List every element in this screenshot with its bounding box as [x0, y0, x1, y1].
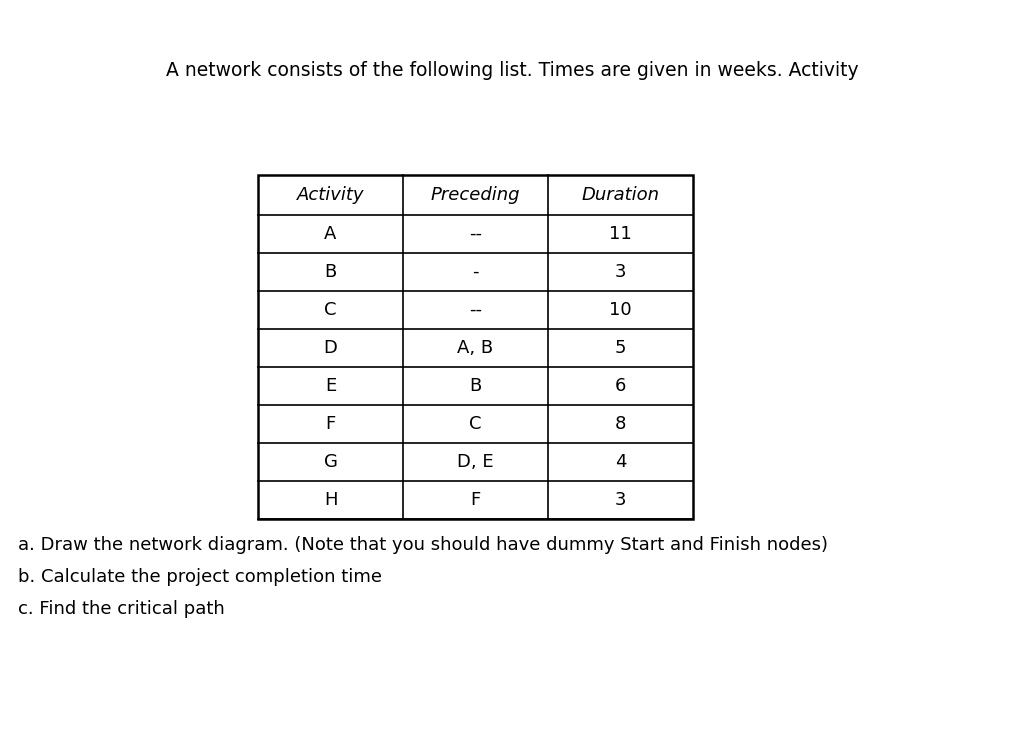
Text: F: F: [326, 415, 336, 433]
Text: A, B: A, B: [458, 339, 494, 357]
Text: A network consists of the following list. Times are given in weeks. Activity: A network consists of the following list…: [166, 61, 858, 80]
Text: F: F: [470, 491, 480, 509]
Text: 11: 11: [609, 225, 632, 243]
Text: A: A: [325, 225, 337, 243]
Text: E: E: [325, 377, 336, 395]
Text: 3: 3: [614, 263, 627, 281]
Text: 4: 4: [614, 453, 627, 471]
Text: G: G: [324, 453, 338, 471]
Text: B: B: [469, 377, 481, 395]
Text: a. Draw the network diagram. (Note that you should have dummy Start and Finish n: a. Draw the network diagram. (Note that …: [18, 536, 828, 554]
Text: --: --: [469, 301, 482, 319]
Text: Preceding: Preceding: [431, 186, 520, 204]
Text: c. Find the critical path: c. Find the critical path: [18, 600, 224, 618]
Bar: [258, 175, 693, 519]
Text: D: D: [324, 339, 338, 357]
Text: 8: 8: [614, 415, 627, 433]
Text: 6: 6: [614, 377, 627, 395]
Text: B: B: [325, 263, 337, 281]
Text: D, E: D, E: [457, 453, 494, 471]
Text: Duration: Duration: [582, 186, 659, 204]
Text: 3: 3: [614, 491, 627, 509]
Text: -: -: [472, 263, 479, 281]
Text: b. Calculate the project completion time: b. Calculate the project completion time: [18, 568, 382, 586]
Text: Activity: Activity: [297, 186, 365, 204]
Text: C: C: [469, 415, 481, 433]
Text: --: --: [469, 225, 482, 243]
Text: H: H: [324, 491, 337, 509]
Text: 10: 10: [609, 301, 632, 319]
Text: C: C: [325, 301, 337, 319]
Text: 5: 5: [614, 339, 627, 357]
